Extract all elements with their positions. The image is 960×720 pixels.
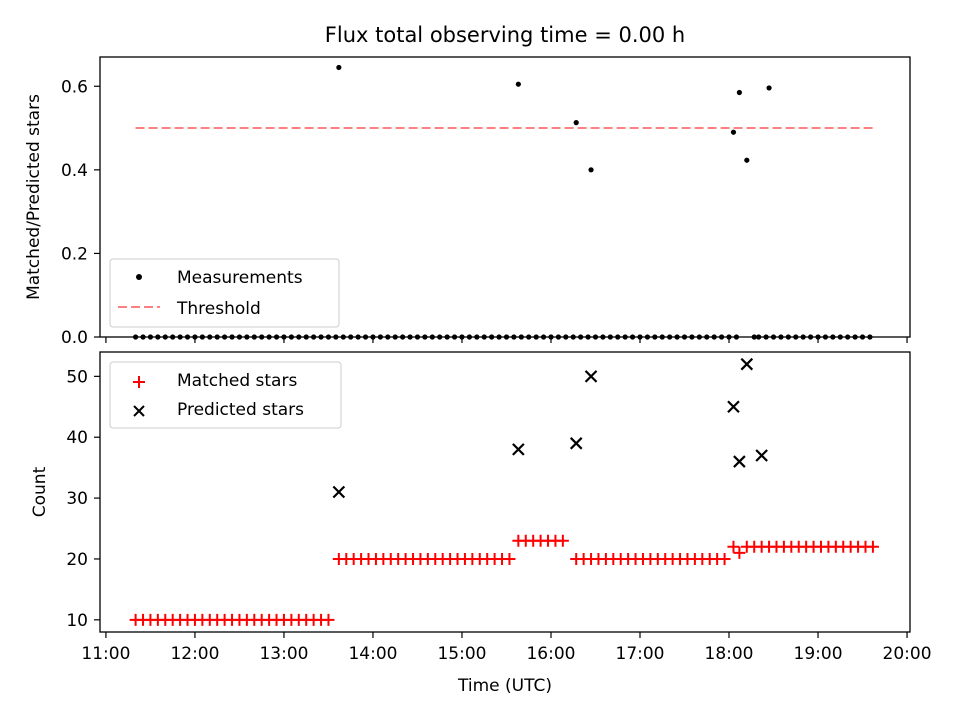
measurement-point	[744, 157, 750, 163]
predicted-star-point	[727, 400, 740, 414]
predicted-star-point	[512, 443, 525, 456]
predicted-star-point	[733, 455, 746, 468]
bottom-y-tick-label: 20	[66, 550, 88, 570]
top-y-tick-label: 0.4	[61, 161, 88, 181]
bottom-x-tick-label: 12:00	[170, 644, 219, 664]
bottom-x-tick-label: 14:00	[348, 644, 397, 664]
bottom-y-tick-label: 30	[66, 489, 88, 509]
bottom-x-tick-label: 13:00	[259, 644, 308, 664]
matched-star-point	[866, 540, 879, 553]
legend-predicted-marker	[133, 405, 145, 417]
measurement-point	[515, 81, 521, 87]
bottom-x-tick-label: 11:00	[81, 644, 130, 664]
matched-star-point	[556, 534, 569, 547]
bottom-y-tick-label: 40	[66, 428, 88, 448]
matched-star-point	[733, 546, 746, 559]
bottom-y-tick-label: 50	[66, 367, 88, 387]
top-x-ticks	[105, 337, 908, 343]
predicted-star-point	[755, 449, 768, 462]
legend-measurements-marker	[136, 274, 142, 280]
bottom-legend: Matched stars Predicted stars	[109, 361, 342, 429]
legend-matched-marker	[133, 376, 145, 388]
bottom-panel: 10 20 30 40 50 11:00 12:00 13:00 14:00 15:00 16:0…	[30, 351, 932, 696]
predicted-star-point	[584, 370, 598, 383]
x-axis-label: Time (UTC)	[457, 676, 552, 696]
measurement-point	[573, 120, 579, 126]
bottom-y-ticks: 10 20 30 40 50	[66, 367, 100, 631]
measurement-point	[766, 85, 772, 91]
bottom-x-tick-label: 18:00	[705, 644, 754, 664]
top-panel: 0.0 0.2 0.4 0.6 Matched/Predicted stars Mea…	[24, 56, 911, 348]
measurement-point	[730, 129, 737, 135]
top-legend: Measurements Threshold	[109, 258, 340, 328]
predicted-star-point	[569, 437, 583, 450]
measurement-point	[588, 167, 594, 173]
measurement-point	[736, 89, 742, 96]
top-y-ticks: 0.0 0.2 0.4 0.6	[61, 77, 100, 348]
matched-star-point	[727, 540, 740, 553]
legend-matched-label: Matched stars	[177, 371, 297, 391]
bottom-x-tick-label: 20:00	[883, 644, 932, 664]
bottom-axes-frame	[99, 351, 911, 633]
top-y-tick-label: 0.2	[61, 244, 88, 264]
chart-title: Flux total observing time = 0.00 h	[325, 23, 685, 47]
bottom-y-tick-label: 10	[66, 611, 88, 631]
bottom-x-ticks: 11:00 12:00 13:00 14:00 15:00 16:00 17:00 18:00…	[81, 632, 932, 664]
matched-star-point	[322, 613, 335, 626]
measurement-point	[336, 64, 342, 71]
matched-star-point	[503, 552, 516, 565]
top-legend-box	[109, 258, 340, 328]
predicted-star-point	[740, 357, 754, 371]
matched-star-point	[718, 552, 731, 565]
bottom-y-axis-label: Count	[30, 466, 50, 517]
bottom-x-tick-label: 16:00	[526, 644, 575, 664]
legend-threshold-label: Threshold	[176, 299, 261, 319]
legend-measurements-label: Measurements	[177, 268, 303, 288]
bottom-x-tick-label: 15:00	[437, 644, 486, 664]
bottom-x-tick-label: 19:00	[794, 644, 843, 664]
top-axes-frame	[99, 56, 911, 338]
bottom-legend-box	[109, 361, 342, 429]
bottom-x-tick-label: 17:00	[616, 644, 665, 664]
top-y-tick-label: 0.6	[61, 77, 88, 97]
predicted-star-point	[332, 485, 346, 499]
top-y-axis-label: Matched/Predicted stars	[24, 94, 44, 300]
bottom-plot-marks	[129, 357, 879, 626]
legend-predicted-label: Predicted stars	[177, 400, 304, 420]
top-y-tick-label: 0.0	[61, 328, 88, 348]
